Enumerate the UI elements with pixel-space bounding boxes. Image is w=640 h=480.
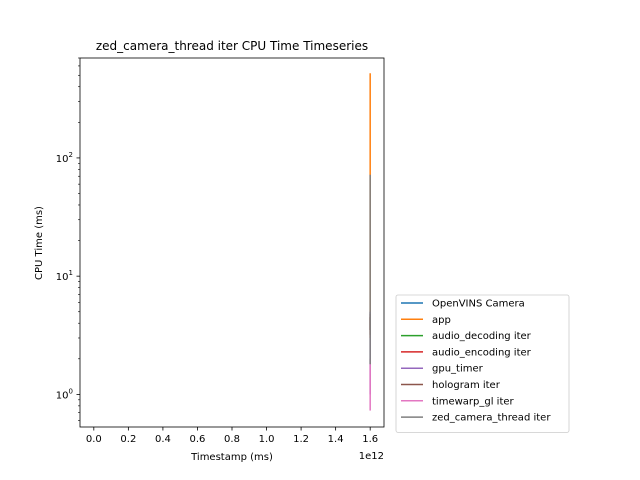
y-axis: 100 101 102 [56, 57, 80, 421]
x-tick-label: 0.8 [224, 434, 240, 445]
x-axis: 0.0 0.2 0.4 0.6 0.8 1.0 1.2 1.4 1.6 [86, 427, 378, 445]
x-tick-label: 0.2 [120, 434, 136, 445]
x-tick-label: 1.2 [293, 434, 309, 445]
legend-label: hologram iter [432, 380, 501, 391]
y-axis-label: CPU Time (ms) [34, 206, 45, 280]
legend-label: app [432, 315, 451, 326]
legend-box [395, 294, 570, 433]
y-tick-label: 101 [56, 269, 73, 283]
legend-label: gpu_timer [432, 364, 484, 375]
x-tick-label: 0.4 [155, 434, 171, 445]
legend: OpenVINS Camera app audio_decoding iter aud… [395, 294, 570, 433]
x-tick-label: 1.6 [362, 434, 378, 445]
x-axis-label: Timestamp (ms) [190, 452, 273, 463]
y-tick-label: 100 [56, 387, 73, 401]
legend-label: OpenVINS Camera [432, 299, 525, 310]
x-tick-label: 1.0 [259, 434, 275, 445]
x-axis-offset-label: 1e12 [359, 451, 384, 462]
x-tick-label: 0.6 [190, 434, 206, 445]
x-tick-label: 1.4 [328, 434, 344, 445]
legend-label: zed_camera_thread iter [432, 413, 551, 424]
y-tick-label: 102 [56, 151, 73, 165]
legend-label: timewarp_gl iter [432, 396, 515, 407]
legend-label: audio_decoding iter [432, 331, 532, 342]
chart-title: zed_camera_thread iter CPU Time Timeseri… [96, 39, 368, 53]
x-tick-label: 0.0 [86, 434, 102, 445]
legend-label: audio_encoding iter [432, 347, 532, 358]
